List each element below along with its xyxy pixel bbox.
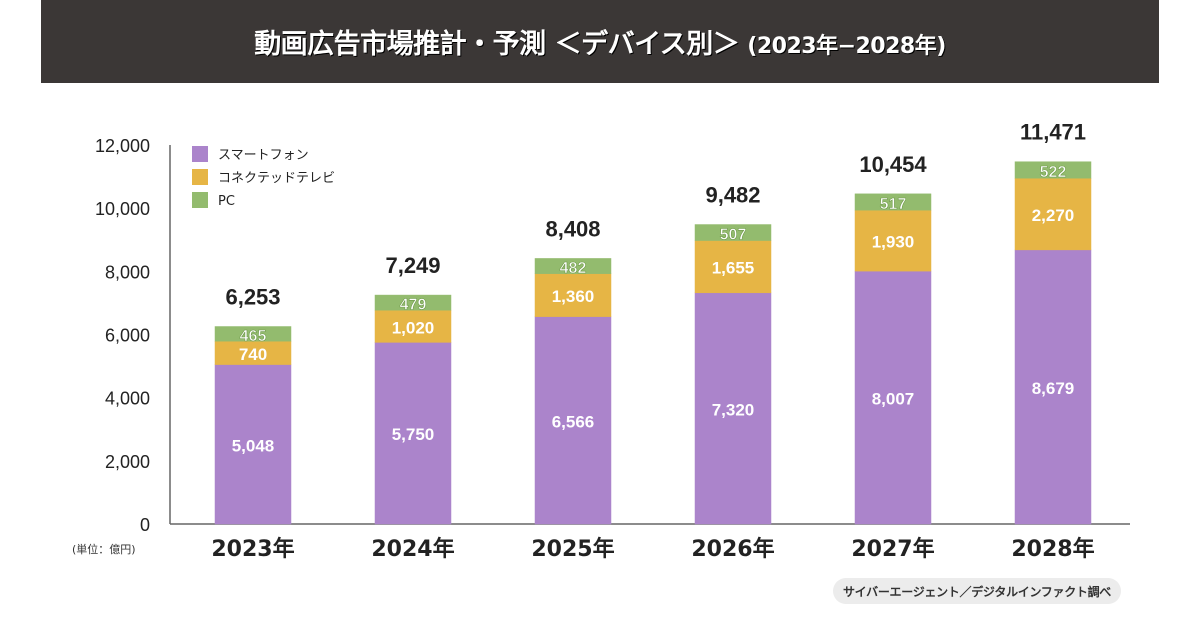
y-tick-label: 8,000 [105, 262, 150, 282]
bar-value-label-pc: 522 [1040, 164, 1067, 181]
bar-segment-smartphone [1014, 249, 1092, 525]
chart-title: 動画広告市場推計・予測 ＜デバイス別＞ (2023年−2028年) [254, 22, 946, 61]
bar-total-label: 6,253 [225, 285, 280, 310]
x-category-label: 2024年 [371, 536, 454, 562]
bar-value-label-connected_tv: 2,270 [1032, 206, 1075, 225]
bar-value-label-connected_tv: 1,655 [712, 259, 755, 278]
y-tick-label: 4,000 [105, 389, 150, 409]
bar-segment-smartphone [694, 292, 772, 525]
legend-label-connected_tv: コネクテッドテレビ [218, 171, 335, 186]
x-category-label: 2028年 [1011, 536, 1094, 562]
legend-swatch-smartphone [192, 146, 208, 162]
legend-label-pc: PC [218, 194, 235, 209]
legend-swatch-connected_tv [192, 169, 208, 185]
bar-value-label-pc: 507 [720, 227, 747, 244]
bar-segment-connected_tv [694, 240, 772, 294]
bar-value-label-connected_tv: 1,930 [872, 233, 915, 252]
bar-segment-smartphone [374, 342, 452, 525]
bar-total-label: 8,408 [545, 216, 600, 241]
x-category-label: 2023年 [211, 536, 294, 562]
bar-value-label-connected_tv: 740 [239, 345, 267, 364]
bar-value-label-connected_tv: 1,020 [392, 318, 435, 337]
bar-segment-pc [374, 294, 452, 311]
title-bar: 動画広告市場推計・予測 ＜デバイス別＞ (2023年−2028年) [41, 0, 1159, 83]
legend-label-smartphone: スマートフォン [218, 148, 309, 163]
bar-segment-smartphone [534, 316, 612, 525]
bar-value-label-pc: 517 [880, 196, 907, 213]
bar-value-label-pc: 479 [400, 297, 427, 314]
bar-segment-connected_tv [1014, 177, 1092, 251]
source-badge: サイバーエージェント／デジタルインファクト調べ [833, 578, 1121, 604]
bar-total-label: 9,482 [705, 183, 760, 208]
bar-segment-connected_tv [854, 209, 932, 272]
bar-value-label-smartphone: 7,320 [712, 400, 755, 419]
bar-value-label-connected_tv: 1,360 [552, 287, 595, 306]
chart-title-period: (2023年−2028年) [747, 34, 946, 59]
bar-value-label-smartphone: 8,007 [872, 390, 915, 409]
bar-total-label: 11,471 [1020, 120, 1086, 145]
x-category-label: 2025年 [531, 536, 614, 562]
bar-segment-pc [534, 258, 612, 274]
bar-total-label: 7,249 [385, 253, 440, 278]
bar-segment-connected_tv [374, 309, 452, 343]
bar-segment-pc [854, 193, 932, 211]
legend-swatch-pc [192, 192, 208, 208]
bar-segment-pc [1014, 161, 1092, 179]
bar-total-label: 10,454 [859, 152, 927, 177]
bar-segment-smartphone [214, 364, 292, 525]
y-tick-label: 12,000 [95, 136, 150, 156]
unit-label: (単位：億円) [72, 543, 136, 556]
bar-value-label-smartphone: 5,750 [392, 425, 435, 444]
bar-segment-pc [694, 224, 772, 241]
bar-value-label-smartphone: 5,048 [232, 436, 275, 455]
chart-title-main: 動画広告市場推計・予測 ＜デバイス別＞ [254, 29, 740, 60]
y-tick-label: 10,000 [95, 199, 150, 219]
y-tick-label: 0 [140, 515, 150, 535]
bar-value-label-smartphone: 6,566 [552, 412, 595, 431]
x-category-label: 2027年 [851, 536, 934, 562]
y-tick-label: 2,000 [105, 452, 150, 472]
bar-segment-pc [214, 326, 292, 342]
x-category-label: 2026年 [691, 536, 774, 562]
bar-segment-connected_tv [534, 273, 612, 317]
y-tick-label: 6,000 [105, 326, 150, 346]
bar-value-label-smartphone: 8,679 [1032, 379, 1075, 398]
bar-value-label-pc: 482 [560, 260, 587, 277]
bar-value-label-pc: 465 [240, 328, 267, 345]
